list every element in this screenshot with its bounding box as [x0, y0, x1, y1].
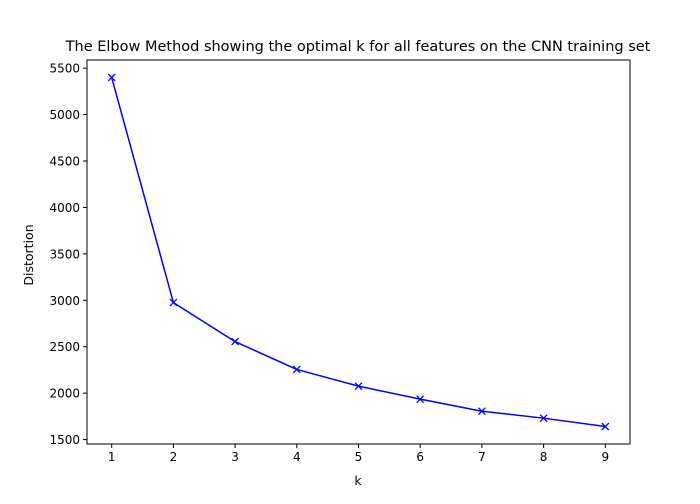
marker-stroke — [107, 73, 116, 82]
x-tick-label: 4 — [293, 450, 301, 464]
data-point-marker — [477, 407, 486, 416]
marker-stroke — [231, 337, 240, 346]
chart-title: The Elbow Method showing the optimal k f… — [65, 39, 651, 55]
x-tick-label: 6 — [416, 450, 424, 464]
x-tick-label: 5 — [355, 450, 363, 464]
x-tick-label: 8 — [540, 450, 548, 464]
y-tick-label: 3000 — [49, 294, 80, 308]
x-tick-label: 2 — [170, 450, 178, 464]
marker-stroke — [292, 365, 301, 374]
y-axis-label: Distortion — [21, 224, 36, 285]
series-line — [110, 77, 606, 428]
series-layer — [107, 73, 610, 431]
y-tick-label: 4500 — [49, 155, 80, 169]
data-point-marker — [539, 414, 548, 423]
marker-stroke — [539, 414, 548, 423]
marker-stroke — [354, 382, 363, 391]
data-point-marker — [416, 395, 425, 404]
x-axis-label: k — [354, 473, 362, 488]
x-tick-label: 3 — [231, 450, 239, 464]
data-point-marker — [231, 337, 240, 346]
y-tick-label: 1500 — [49, 433, 80, 447]
y-tick-label: 5000 — [49, 108, 80, 122]
data-point-marker — [354, 382, 363, 391]
y-tick-label: 3500 — [49, 247, 80, 261]
x-tick-label: 9 — [601, 450, 609, 464]
marker-stroke — [477, 407, 486, 416]
marker-stroke — [169, 298, 178, 307]
y-axis-ticks: 1500 2000 2500 3000 3500 4000 4500 5000 5500 — [49, 62, 87, 447]
x-tick-label: 1 — [108, 450, 116, 464]
x-tick-label: 7 — [478, 450, 486, 464]
data-point-marker — [601, 422, 610, 431]
y-tick-label: 2500 — [49, 340, 80, 354]
data-point-marker — [169, 298, 178, 307]
y-tick-label: 4000 — [49, 201, 80, 215]
data-point-marker — [292, 365, 301, 374]
marker-stroke — [601, 422, 610, 431]
y-tick-label: 5500 — [49, 62, 80, 76]
marker-stroke — [416, 395, 425, 404]
x-axis-ticks: 1 2 3 4 5 6 7 8 9 — [108, 444, 609, 464]
data-point-marker — [107, 73, 116, 82]
y-tick-label: 2000 — [49, 387, 80, 401]
